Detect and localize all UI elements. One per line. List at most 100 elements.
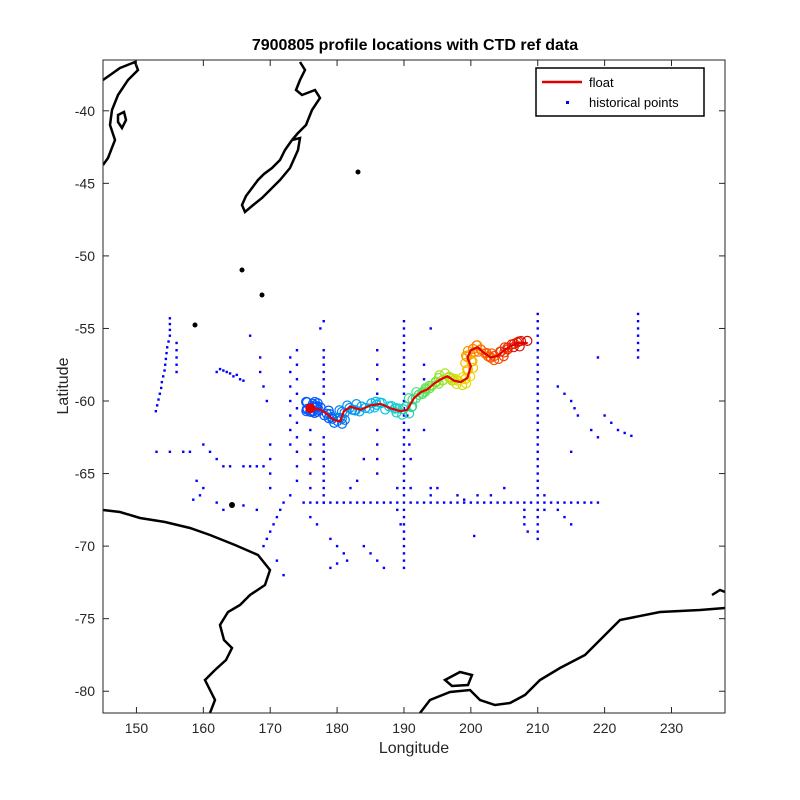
historical-point — [503, 501, 506, 504]
coastline-antarctica-east — [419, 606, 725, 713]
historical-point — [329, 501, 332, 504]
historical-point — [382, 501, 386, 504]
historical-point — [319, 327, 322, 330]
historical-point — [436, 501, 439, 504]
historical-point — [309, 443, 312, 446]
historical-point — [215, 457, 218, 461]
historical-point — [161, 375, 165, 378]
historical-point — [402, 399, 406, 403]
historical-point — [322, 320, 325, 323]
historical-point — [242, 379, 245, 382]
historical-point — [345, 559, 349, 562]
historical-point — [406, 414, 409, 417]
historical-point — [376, 378, 379, 381]
historical-point — [228, 465, 232, 468]
legend-label-float: float — [589, 75, 614, 90]
historical-point — [483, 501, 486, 504]
historical-point — [563, 501, 566, 504]
historical-point — [402, 537, 406, 541]
historical-point — [168, 328, 172, 332]
x-tick-label: 200 — [459, 720, 483, 736]
historical-point — [536, 327, 539, 330]
historical-point — [543, 494, 546, 497]
historical-point — [583, 501, 586, 504]
historical-point — [369, 552, 372, 555]
y-tick-label: -55 — [75, 320, 95, 336]
historical-point — [509, 501, 513, 504]
historical-point — [456, 501, 459, 504]
historical-point — [569, 501, 573, 504]
historical-point — [402, 370, 406, 374]
island-campbell — [259, 292, 265, 298]
profile-marker — [404, 408, 415, 419]
historical-point — [556, 508, 559, 512]
historical-point — [536, 334, 539, 337]
historical-point — [295, 465, 299, 468]
coastline-australia — [103, 60, 140, 166]
island-chatham — [355, 169, 361, 175]
historical-point — [603, 414, 606, 417]
historical-point — [408, 443, 411, 446]
historical-point — [295, 392, 299, 395]
historical-point — [167, 340, 170, 343]
historical-point — [215, 370, 218, 374]
historical-point — [376, 363, 379, 366]
historical-point — [376, 392, 379, 395]
historical-point — [322, 356, 325, 359]
historical-point — [222, 369, 225, 372]
historical-point — [616, 428, 620, 432]
historical-point — [322, 392, 325, 395]
historical-point — [295, 479, 299, 483]
historical-point — [402, 363, 406, 366]
historical-point — [355, 501, 359, 504]
historical-point — [422, 378, 426, 381]
historical-point — [536, 341, 539, 345]
x-tick-label: 180 — [325, 720, 349, 736]
historical-point — [402, 436, 406, 439]
historical-point — [154, 409, 158, 413]
historical-point — [636, 327, 640, 330]
historical-point — [456, 494, 459, 497]
historical-point — [402, 349, 406, 352]
historical-point — [416, 501, 419, 504]
historical-point — [563, 515, 566, 519]
x-tick-label: 160 — [192, 720, 216, 736]
historical-point — [342, 552, 345, 555]
historical-point — [462, 498, 466, 501]
historical-point — [610, 421, 613, 424]
historical-point — [289, 399, 292, 403]
historical-point — [159, 386, 163, 390]
historical-point — [536, 537, 539, 541]
historical-point — [402, 479, 406, 483]
x-tick-label: 220 — [593, 720, 617, 736]
historical-point — [429, 486, 432, 490]
x-axis-label: Longitude — [379, 740, 449, 757]
historical-point — [399, 523, 402, 526]
historical-point — [269, 530, 272, 533]
historical-point — [258, 356, 262, 359]
historical-point — [295, 421, 299, 424]
historical-point — [630, 434, 633, 438]
historical-point — [322, 349, 325, 352]
historical-point — [349, 486, 352, 490]
historical-point — [536, 436, 539, 439]
historical-point — [469, 501, 473, 504]
historical-point — [556, 501, 559, 504]
coastline-antarctica-west — [103, 508, 272, 713]
historical-point — [536, 428, 539, 432]
historical-point — [402, 428, 406, 432]
historical-point — [309, 428, 312, 432]
historical-point — [449, 501, 452, 504]
historical-point — [242, 504, 245, 507]
float-track-layer — [305, 341, 528, 423]
historical-point — [322, 450, 325, 453]
historical-point — [523, 523, 526, 526]
historical-point — [536, 421, 539, 424]
historical-point — [168, 334, 172, 337]
y-axis: -40 -45 -50 -55 -60 -65 -70 -75 -80 — [75, 103, 725, 699]
historical-point — [422, 363, 426, 366]
historical-point — [164, 357, 168, 361]
historical-point — [402, 523, 406, 526]
historical-point — [526, 530, 529, 533]
historical-point — [235, 373, 238, 377]
